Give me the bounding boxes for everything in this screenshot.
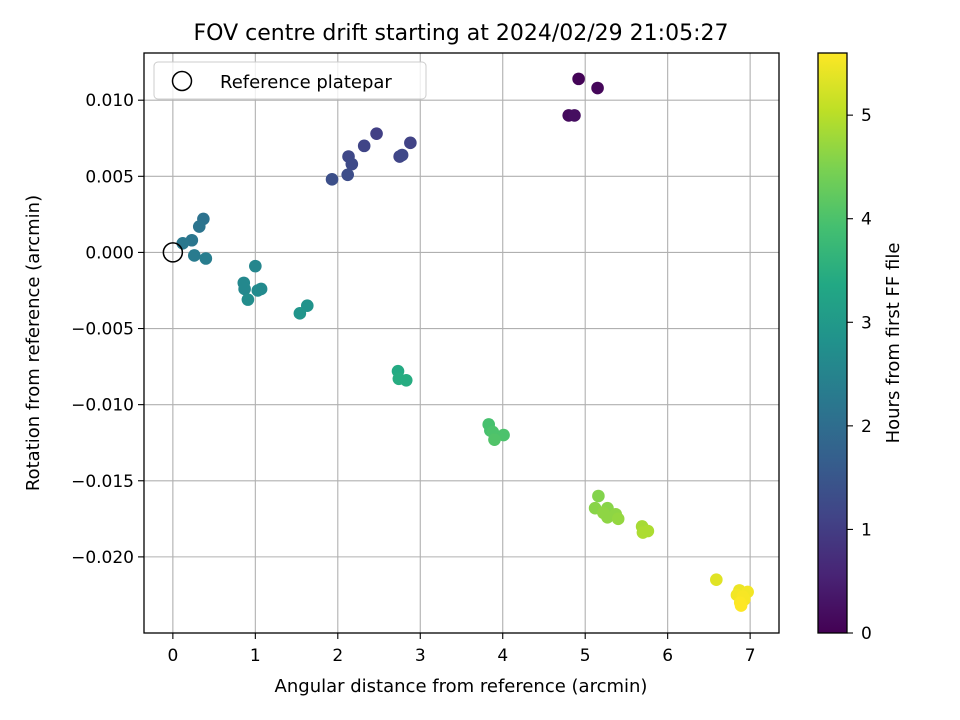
data-point [325,173,339,186]
colorbar-gradient [817,52,848,634]
legend-box [153,61,427,100]
data-point [488,433,501,446]
y-tick-label: −0.005 [71,320,134,340]
y-tick-label: −0.015 [71,472,134,492]
colorbar-tick-label: 4 [861,210,872,230]
data-point [345,157,359,171]
axis-ticks: 0 1 2 3 4 5 6 7 −0.020 −0.015 −0.010 −0.005 0.000 0.0… [71,91,755,666]
y-axis-label: Rotation from reference (arcmin) [23,195,44,491]
x-tick-label: 1 [250,646,261,666]
colorbar-tick-label: 3 [861,313,872,333]
data-points [176,72,754,612]
colorbar-tick-label: 1 [861,520,872,540]
x-tick-label: 2 [332,646,343,666]
colorbar-tick-label: 0 [861,624,872,644]
data-point [572,72,585,86]
y-tick-label: −0.020 [71,548,134,568]
x-axis-label: Angular distance from reference (arcmin) [275,676,648,697]
data-point [710,573,723,587]
data-point [404,136,417,150]
x-tick-label: 6 [662,646,673,666]
x-tick-label: 0 [167,646,178,666]
data-point [601,511,614,524]
colorbar-tick-label: 2 [861,417,872,437]
data-point [251,284,265,297]
data-point [188,249,201,262]
data-point [395,148,409,162]
colorbar-ticks: 0 1 2 3 4 5 [847,106,872,644]
reference-platepar-marker [162,242,184,263]
data-point [357,139,371,153]
data-point [176,236,190,250]
colorbar: 0 1 2 3 4 5 Hours from first FF file [817,52,904,644]
chart-title: FOV centre drift starting at 2024/02/29 … [194,21,729,46]
x-tick-label: 5 [580,646,591,666]
data-point [568,109,581,122]
grid-lines [144,53,779,633]
data-point [636,526,650,539]
data-point [399,373,413,387]
data-point [592,489,605,503]
data-point [241,293,255,306]
data-point [293,307,307,320]
legend: Reference platepar [153,61,427,100]
colorbar-tick-label: 5 [861,106,872,126]
data-point [370,127,383,140]
data-point [341,168,354,182]
data-point [199,252,213,265]
y-tick-label: 0.010 [85,91,134,111]
data-point [591,81,604,95]
data-point [238,282,251,296]
data-point [192,220,206,233]
x-tick-label: 3 [415,646,426,666]
plot-frame [143,52,780,634]
legend-label: Reference platepar [220,72,392,93]
x-tick-label: 7 [745,646,756,666]
colorbar-label: Hours from first FF file [883,243,904,444]
x-tick-label: 4 [497,646,508,666]
y-tick-label: 0.000 [85,243,134,263]
data-point [249,259,262,273]
legend-reference-marker [171,70,193,92]
y-tick-label: 0.005 [85,167,134,187]
data-point [611,512,625,526]
y-tick-label: −0.010 [71,396,134,416]
data-point [734,599,748,612]
